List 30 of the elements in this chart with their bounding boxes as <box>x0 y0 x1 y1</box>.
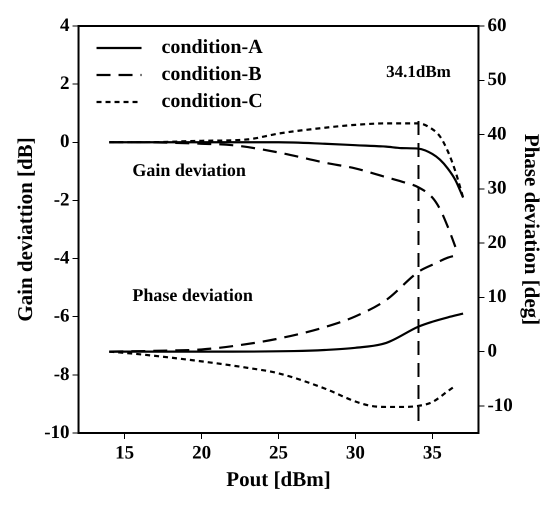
x-tick-label: 15 <box>115 442 134 464</box>
legend-label: condition-B <box>162 63 262 86</box>
y-tick-label: -6 <box>54 306 70 327</box>
ref-line-label: 34.1dBm <box>386 62 451 81</box>
legend-label: condition-C <box>162 90 263 112</box>
x-axis-title: Pout [dBm] <box>226 466 331 491</box>
annotation: Phase deviation <box>132 285 253 306</box>
y2-tick-label: -10 <box>487 394 513 416</box>
y-tick-label: 4 <box>60 14 70 36</box>
y-axis-title: Gain deviattion [dB] <box>13 137 38 322</box>
x-tick-label: 30 <box>346 442 365 464</box>
legend-label: condition-A <box>162 36 264 58</box>
y2-tick-label: 40 <box>487 123 506 144</box>
y-tick-label: 0 <box>60 131 70 152</box>
y2-tick-label: 10 <box>487 286 506 308</box>
y2-tick-label: 20 <box>487 232 506 253</box>
y2-tick-label: 30 <box>487 178 506 199</box>
y2-axis-title: Phase deviation [deg] <box>520 134 544 326</box>
y2-tick-label: 60 <box>487 14 506 36</box>
y2-tick-label: 0 <box>487 340 497 362</box>
annotation: Gain deviation <box>132 160 246 180</box>
y-tick-label: -2 <box>54 189 70 210</box>
y2-tick-label: 50 <box>487 69 506 90</box>
x-tick-label: 20 <box>192 442 212 464</box>
y-tick-label: -8 <box>54 364 70 385</box>
y-tick-label: -4 <box>54 247 70 268</box>
y-tick-label: 2 <box>60 73 70 94</box>
x-tick-label: 25 <box>269 442 288 464</box>
x-tick-label: 35 <box>422 442 442 464</box>
y-tick-label: -10 <box>44 422 70 443</box>
